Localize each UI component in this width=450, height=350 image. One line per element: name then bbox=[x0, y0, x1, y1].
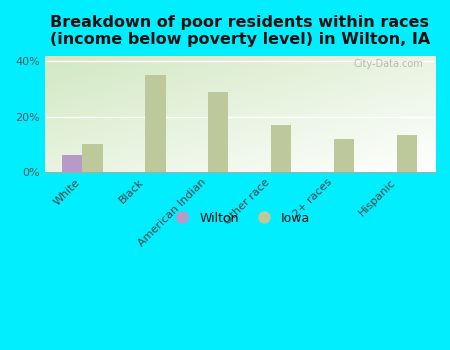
Bar bbox=[271, 125, 292, 172]
Bar bbox=[208, 92, 229, 172]
Bar bbox=[82, 144, 103, 172]
Text: City-Data.com: City-Data.com bbox=[354, 59, 423, 69]
Bar bbox=[145, 75, 166, 172]
Bar bbox=[397, 134, 417, 172]
Bar bbox=[62, 155, 82, 172]
Title: Breakdown of poor residents within races
(income below poverty level) in Wilton,: Breakdown of poor residents within races… bbox=[50, 15, 430, 47]
Legend: Wilton, Iowa: Wilton, Iowa bbox=[164, 207, 315, 230]
Bar bbox=[334, 139, 355, 172]
